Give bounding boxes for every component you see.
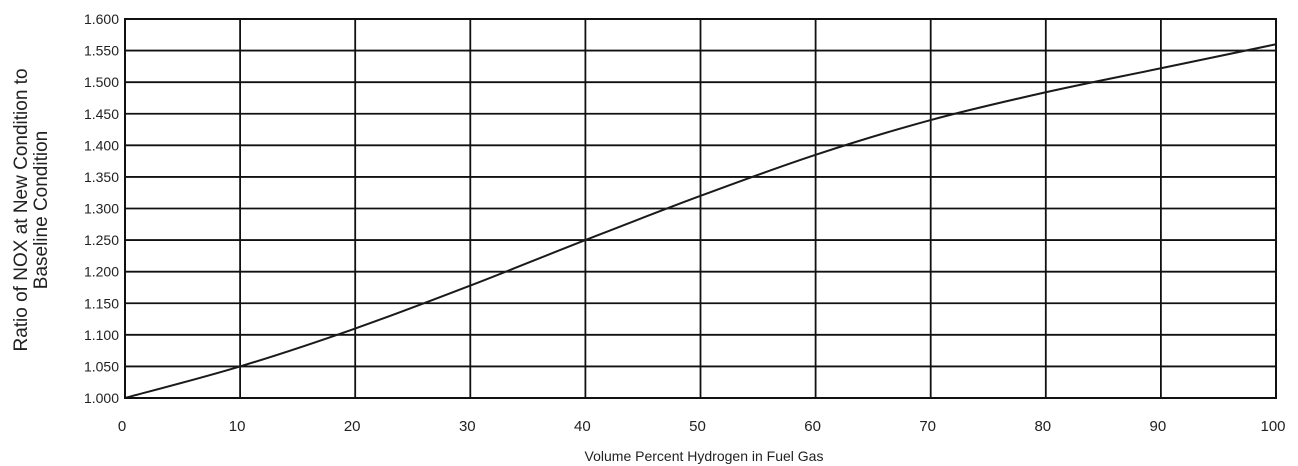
y-tick-label: 1.400 <box>84 137 119 153</box>
y-tick-label: 1.100 <box>84 327 119 343</box>
y-axis-label: Ratio of NOX at New Condition to <box>11 68 32 351</box>
y-tick-label: 1.350 <box>84 169 119 185</box>
y-tick-label: 1.250 <box>84 232 119 248</box>
y-tick-label: 1.150 <box>84 295 119 311</box>
x-axis-ticks: 0 10 20 30 40 50 60 70 80 90 100 <box>118 418 1286 435</box>
x-tick-label: 30 <box>459 418 476 435</box>
y-tick-label: 1.200 <box>84 264 119 280</box>
y-tick-label: 1.450 <box>84 106 119 122</box>
x-tick-label: 40 <box>574 418 591 435</box>
x-tick-label: 60 <box>804 418 821 435</box>
x-tick-label: 0 <box>118 418 126 435</box>
x-tick-label: 20 <box>344 418 361 435</box>
x-tick-label: 100 <box>1260 418 1285 435</box>
chart-grid <box>124 18 1277 399</box>
y-tick-label: 1.000 <box>84 390 119 406</box>
y-axis-label-line-2: Baseline Condition <box>31 131 52 289</box>
x-tick-label: 90 <box>1150 418 1167 435</box>
x-tick-label: 10 <box>229 418 246 435</box>
x-axis-label: Volume Percent Hydrogen in Fuel Gas <box>585 448 824 464</box>
y-tick-label: 1.500 <box>84 74 119 90</box>
x-tick-label: 80 <box>1034 418 1051 435</box>
y-axis-ticks: 1.000 1.050 1.100 1.150 1.200 1.250 1.300 1.350… <box>84 11 119 406</box>
y-tick-label: 1.600 <box>84 11 119 27</box>
y-tick-label: 1.050 <box>84 358 119 374</box>
plot-frame <box>124 18 1277 399</box>
series-line <box>124 43 1277 399</box>
x-tick-label: 70 <box>919 418 936 435</box>
y-tick-label: 1.300 <box>84 201 119 217</box>
x-tick-label: 50 <box>689 418 706 435</box>
y-tick-label: 1.550 <box>84 43 119 59</box>
series-layer <box>124 43 1277 399</box>
